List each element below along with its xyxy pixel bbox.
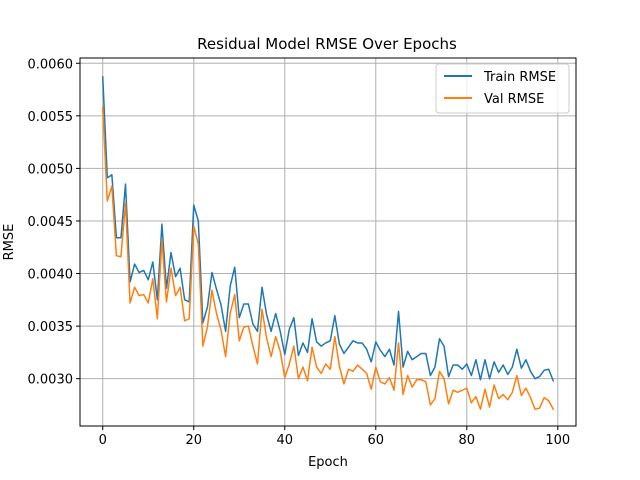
y-axis-label: RMSE: [2, 224, 17, 261]
legend-label-val: Val RMSE: [484, 92, 544, 107]
y-tick-label: 0.0060: [28, 57, 74, 72]
y-tick-label: 0.0045: [28, 215, 74, 230]
train-rmse-line: [101, 76, 555, 382]
plot-frame: [79, 57, 577, 427]
chart-title: Residual Model RMSE Over Epochs: [197, 35, 457, 53]
x-tick-label: 60: [368, 433, 385, 448]
y-tick-label: 0.0030: [28, 373, 74, 388]
y-tick-label: 0.0055: [28, 110, 74, 125]
x-axis-label: Epoch: [308, 455, 348, 470]
grid-lines: [80, 58, 576, 426]
y-tick-label: 0.0050: [28, 162, 74, 177]
series-lines: [101, 76, 555, 411]
y-tick-label: 0.0035: [28, 320, 74, 335]
x-tick-label: 100: [545, 433, 570, 448]
x-tick-label: 20: [185, 433, 202, 448]
x-tick-label: 80: [459, 433, 476, 448]
x-tick-label: 0: [99, 433, 107, 448]
y-axis-ticks: 0.0030 0.0035 0.0040 0.0045 0.0050 0.0055 0.00…: [28, 57, 80, 388]
legend-label-train: Train RMSE: [483, 70, 556, 85]
x-axis-ticks: 0 20 40 60 80 100: [99, 426, 570, 448]
y-tick-label: 0.0040: [28, 268, 74, 283]
x-tick-label: 40: [276, 433, 293, 448]
legend: Train RMSE Val RMSE: [435, 63, 570, 114]
val-rmse-line: [101, 106, 555, 411]
